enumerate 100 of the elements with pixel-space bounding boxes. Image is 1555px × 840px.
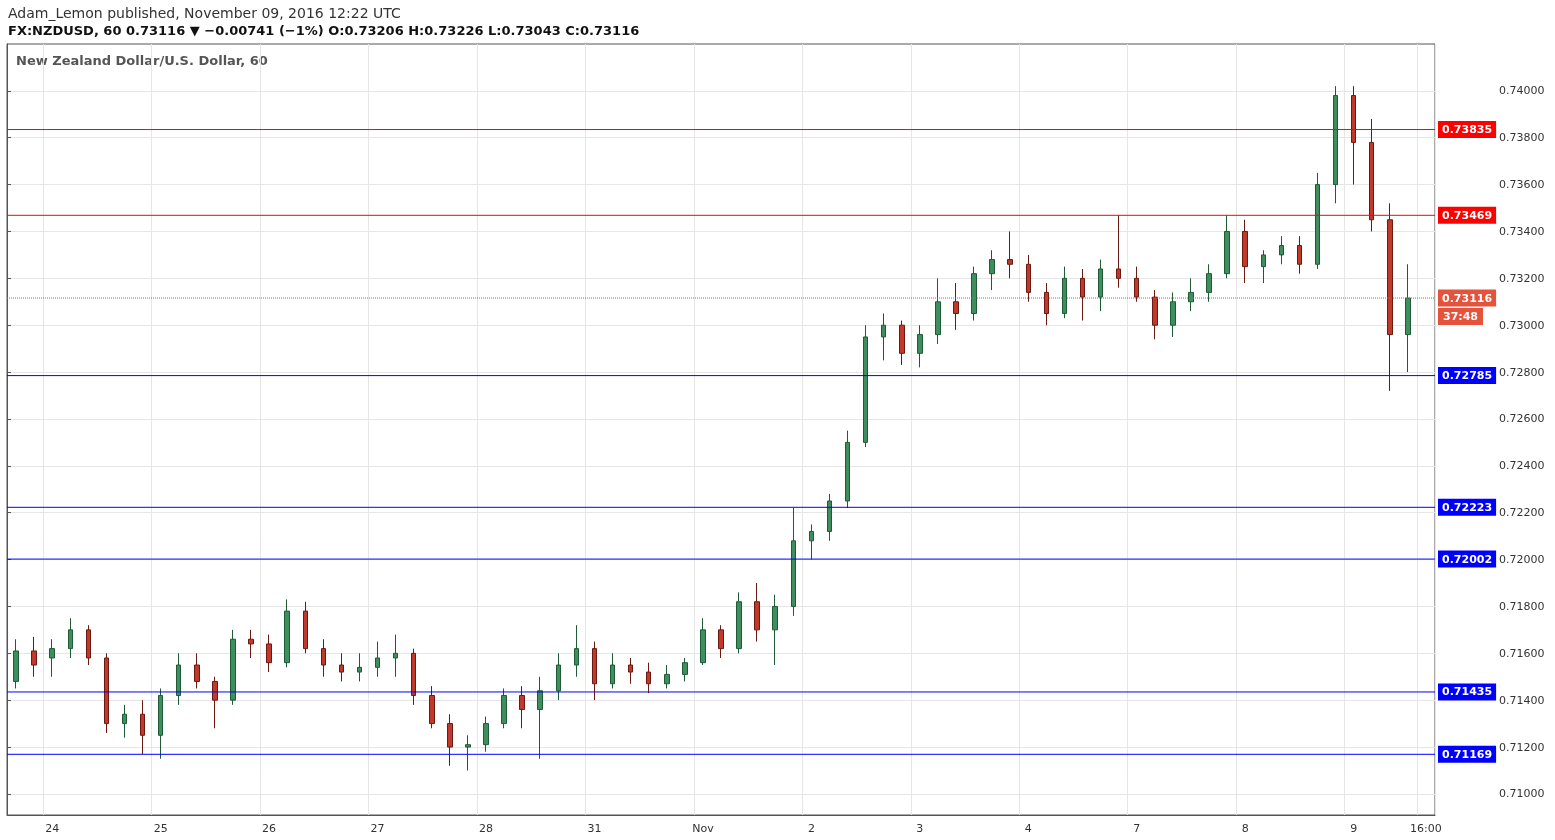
- candlestick: [1062, 266, 1067, 319]
- candlestick: [321, 638, 326, 678]
- candlestick: [212, 676, 218, 729]
- candlestick: [1134, 266, 1139, 303]
- ref-line-label: 0.71169: [1442, 747, 1493, 761]
- candlestick: [845, 430, 850, 509]
- candlestick: [1188, 277, 1194, 312]
- candlestick: [158, 687, 163, 760]
- candlestick: [989, 249, 995, 291]
- candlestick: [1152, 289, 1158, 340]
- candlestick: [1007, 230, 1013, 279]
- candlestick: [953, 282, 959, 331]
- candlestick: [465, 734, 471, 771]
- candlestick: [86, 624, 91, 666]
- x-tick-label: 25: [153, 822, 168, 835]
- candlestick: [1080, 268, 1085, 322]
- candlestick: [1044, 282, 1049, 326]
- x-tick-label: 26: [262, 822, 277, 835]
- x-tick-label: 2: [807, 822, 815, 835]
- y-tick-label: 0.72800: [1499, 365, 1545, 379]
- candlestick: [68, 617, 73, 659]
- y-tick-label: 0.71400: [1499, 693, 1545, 707]
- candlestick: [899, 320, 905, 366]
- x-tick-label: 7: [1133, 822, 1141, 835]
- candlestick: [194, 652, 200, 689]
- text: Adam_Lemon published, November 09, 2016 12:22 UTC: [8, 5, 401, 21]
- ref-line-label: 0.72785: [1442, 369, 1493, 383]
- candlestick: [339, 652, 344, 682]
- candlestick: [483, 716, 489, 753]
- candlestick: [718, 624, 724, 659]
- candlestick: [574, 624, 579, 678]
- y-tick-label: 0.73600: [1499, 178, 1545, 192]
- y-tick-label: 0.71800: [1499, 599, 1545, 613]
- y-tick-label: 0.72000: [1499, 553, 1545, 567]
- x-tick-label: 28: [479, 822, 494, 835]
- candlestick: [248, 629, 254, 659]
- candlestick: [1387, 202, 1393, 392]
- candlestick: [809, 523, 814, 561]
- x-tick-label: 24: [45, 822, 60, 835]
- candlestick: [122, 704, 127, 739]
- ref-line-label: 0.73835: [1442, 123, 1493, 137]
- candlestick: [863, 324, 868, 448]
- candlestick: [881, 313, 886, 361]
- candlestick: [682, 657, 688, 682]
- candlestick: [537, 676, 543, 760]
- x-tick-label: 8: [1241, 822, 1249, 835]
- candlestick: [1098, 259, 1103, 312]
- candlestick: [1261, 249, 1266, 284]
- chart-title: FX:NZDUSD, 60 0.73116 ▼ −0.00741 (−1%) O:0.73206 H:0.73226 L:0.73043 C:0.73116: [8, 23, 640, 38]
- candlestick: [1297, 235, 1302, 275]
- candlestick: [140, 699, 145, 755]
- x-tick-label: 3: [916, 822, 924, 835]
- y-tick-label: 0.74000: [1499, 84, 1545, 98]
- candlestick: [303, 601, 308, 654]
- candlestick: [1026, 254, 1031, 303]
- candlestick: [429, 685, 435, 729]
- candlestick: [700, 617, 706, 666]
- candlestick: [1279, 235, 1284, 265]
- ref-line-label: 0.73116: [1442, 291, 1493, 305]
- candlestick: [375, 641, 380, 678]
- y-tick-label: 0.71600: [1499, 646, 1545, 660]
- candlestick: [1170, 291, 1176, 338]
- candlestick: [284, 598, 290, 668]
- candlestick: [1206, 263, 1212, 303]
- candlestick: [628, 657, 633, 685]
- candlestick: [1224, 214, 1230, 279]
- x-tick-label: 4: [1024, 822, 1032, 835]
- ref-line-label: 0.72223: [1442, 500, 1493, 514]
- candlestick: [736, 591, 742, 654]
- x-tick-label: Nov: [692, 822, 715, 835]
- y-tick-label: 0.73800: [1499, 131, 1545, 145]
- candlestick: [230, 629, 236, 706]
- y-tick-label: 0.71000: [1499, 787, 1545, 801]
- candlestick: [357, 652, 362, 682]
- candlestick: [447, 713, 453, 767]
- ref-line-label: 0.71435: [1442, 685, 1493, 699]
- candlestick: [31, 636, 37, 678]
- y-tick-label: 0.73000: [1499, 318, 1545, 332]
- candlestick: [13, 638, 19, 689]
- candlestick: [664, 664, 670, 689]
- candlestick: [827, 493, 832, 542]
- candlestick: [1405, 263, 1411, 373]
- candlestick: [917, 324, 923, 368]
- candlestick: [1242, 219, 1248, 284]
- candlestick: [754, 582, 760, 643]
- candlestick: [1369, 118, 1374, 232]
- candlestick: [393, 634, 398, 678]
- candlestick: [1315, 172, 1320, 270]
- y-tick-label: 0.72600: [1499, 412, 1545, 426]
- candlestick: [791, 507, 796, 617]
- candlestick: [592, 641, 597, 701]
- candlestick: [610, 652, 615, 689]
- candlestick: [411, 648, 416, 706]
- text: 37:48: [1443, 310, 1479, 324]
- y-tick-label: 0.73400: [1499, 224, 1545, 238]
- candlestick: [1116, 214, 1121, 289]
- candlestick: [935, 277, 941, 345]
- candlestick: [556, 652, 561, 701]
- candlestick: [266, 634, 272, 673]
- y-tick-label: 0.72200: [1499, 506, 1545, 520]
